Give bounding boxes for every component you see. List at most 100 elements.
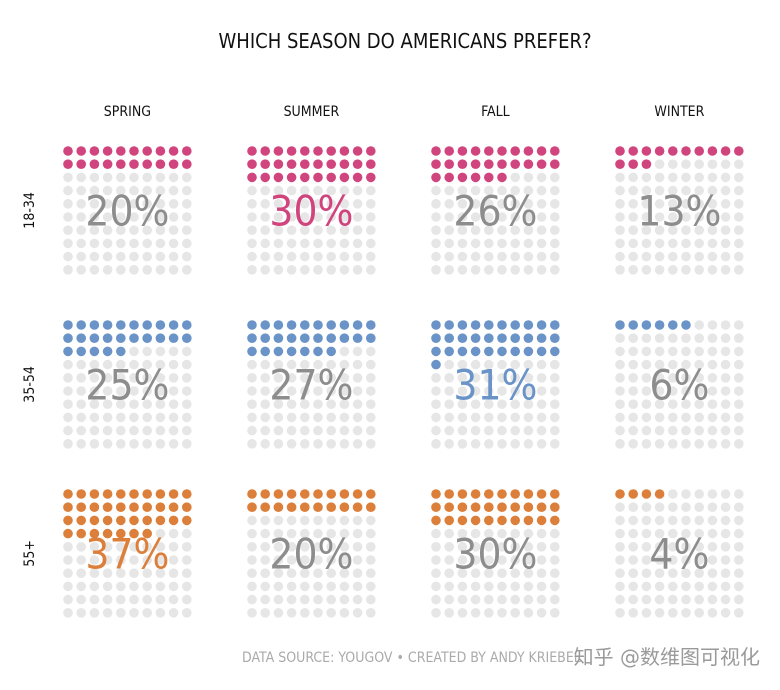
filled-dot <box>326 502 337 512</box>
empty-dot <box>641 185 652 196</box>
filled-dot <box>129 333 139 344</box>
filled-dot <box>300 489 310 499</box>
empty-dot <box>641 346 652 357</box>
empty-dot <box>720 199 731 209</box>
empty-dot <box>668 251 678 262</box>
filled-dot <box>155 146 166 156</box>
empty-dot <box>720 515 731 526</box>
empty-dot <box>168 568 179 578</box>
empty-dot <box>63 439 73 449</box>
filled-dot <box>260 489 271 499</box>
filled-dot <box>484 172 494 183</box>
empty-dot <box>300 515 310 526</box>
empty-dot <box>641 359 652 370</box>
empty-dot <box>247 225 257 235</box>
empty-dot <box>615 555 625 565</box>
empty-dot <box>654 608 665 618</box>
empty-dot <box>366 359 376 370</box>
waffle-cell: 6% <box>615 320 744 449</box>
filled-dot <box>102 502 113 512</box>
empty-dot <box>260 399 271 410</box>
empty-dot <box>431 555 441 565</box>
filled-dot <box>339 146 350 156</box>
filled-dot <box>182 333 192 344</box>
empty-dot <box>313 515 323 526</box>
empty-dot <box>444 225 455 235</box>
empty-dot <box>681 542 691 552</box>
empty-dot <box>628 346 638 357</box>
empty-dot <box>668 412 678 423</box>
empty-dot <box>129 346 139 357</box>
filled-dot <box>89 502 100 512</box>
empty-dot <box>300 399 310 410</box>
column-label: SPRING <box>104 104 151 120</box>
empty-dot <box>628 439 638 449</box>
filled-dot <box>116 333 126 344</box>
empty-dot <box>76 608 86 618</box>
empty-dot <box>497 185 507 196</box>
empty-dot <box>654 359 665 370</box>
empty-dot <box>102 265 113 275</box>
empty-dot <box>89 568 100 578</box>
filled-dot <box>484 333 494 344</box>
empty-dot <box>720 581 731 592</box>
empty-dot <box>286 594 297 605</box>
empty-dot <box>76 555 86 565</box>
empty-dot <box>313 425 323 436</box>
filled-dot <box>366 333 376 344</box>
empty-dot <box>734 412 744 423</box>
filled-dot <box>116 502 126 512</box>
empty-dot <box>668 515 678 526</box>
filled-dot <box>470 146 481 156</box>
empty-dot <box>681 515 691 526</box>
filled-dot <box>550 489 560 499</box>
empty-dot <box>484 542 494 552</box>
empty-dot <box>129 386 139 396</box>
empty-dot <box>497 594 507 605</box>
filled-dot <box>63 528 73 539</box>
empty-dot <box>142 359 152 370</box>
empty-dot <box>286 199 297 209</box>
filled-dot <box>497 159 507 169</box>
empty-dot <box>273 581 284 592</box>
empty-dot <box>497 542 507 552</box>
empty-dot <box>168 185 179 196</box>
empty-dot <box>102 594 113 605</box>
empty-dot <box>668 528 678 539</box>
empty-dot <box>155 542 166 552</box>
empty-dot <box>694 542 704 552</box>
empty-dot <box>102 238 113 249</box>
empty-dot <box>76 199 86 209</box>
empty-dot <box>628 542 638 552</box>
empty-dot <box>681 373 691 383</box>
filled-dot <box>116 489 126 499</box>
empty-dot <box>102 608 113 618</box>
empty-dot <box>720 489 731 499</box>
empty-dot <box>510 373 520 383</box>
empty-dot <box>668 399 678 410</box>
empty-dot <box>444 185 455 196</box>
filled-dot <box>247 489 257 499</box>
empty-dot <box>694 399 704 410</box>
empty-dot <box>352 581 363 592</box>
empty-dot <box>431 608 441 618</box>
empty-dot <box>654 212 665 222</box>
empty-dot <box>300 386 310 396</box>
empty-dot <box>497 251 507 262</box>
empty-dot <box>366 386 376 396</box>
empty-dot <box>484 399 494 410</box>
row-labels: 18-34 35-54 55+ <box>22 192 38 567</box>
empty-dot <box>668 333 678 344</box>
filled-dot <box>260 346 271 357</box>
empty-dot <box>286 608 297 618</box>
empty-dot <box>182 265 192 275</box>
empty-dot <box>707 251 718 262</box>
empty-dot <box>89 386 100 396</box>
empty-dot <box>366 594 376 605</box>
filled-dot <box>76 320 86 330</box>
empty-dot <box>681 412 691 423</box>
filled-dot <box>168 159 179 169</box>
empty-dot <box>352 212 363 222</box>
empty-dot <box>182 581 192 592</box>
empty-dot <box>550 225 560 235</box>
